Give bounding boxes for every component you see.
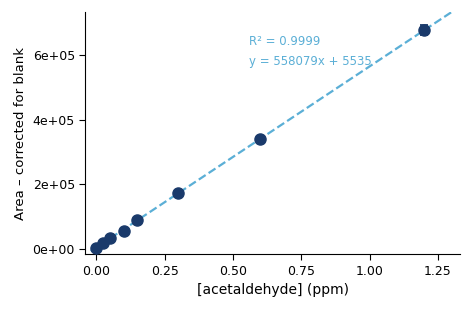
Y-axis label: Area – corrected for blank: Area – corrected for blank [14,47,27,220]
Text: R² = 0.9999
y = 558079x + 5535: R² = 0.9999 y = 558079x + 5535 [249,35,372,68]
X-axis label: [acetaldehyde] (ppm): [acetaldehyde] (ppm) [197,283,348,297]
